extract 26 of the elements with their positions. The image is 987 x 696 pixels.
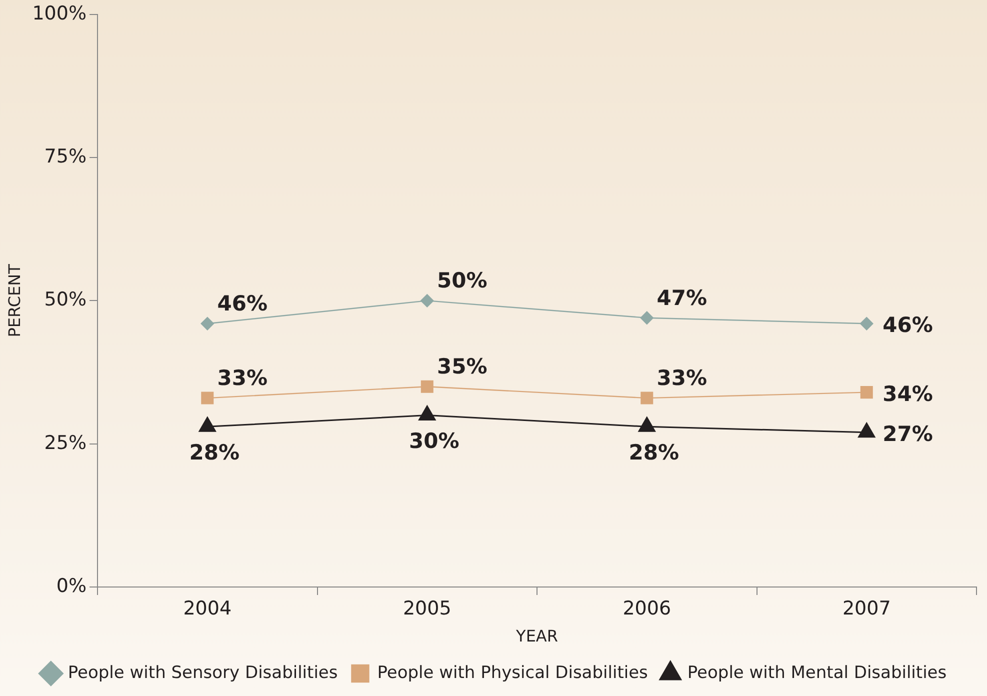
y-tick-label: 100% xyxy=(32,2,87,24)
data-label: 46% xyxy=(882,313,933,338)
data-label: 28% xyxy=(628,440,680,465)
y-tick-label: 25% xyxy=(44,432,87,454)
data-label: 27% xyxy=(882,422,933,446)
data-label: 50% xyxy=(437,268,488,293)
legend-label: People with Mental Disabilities xyxy=(687,662,947,683)
data-label: 34% xyxy=(882,382,933,406)
data-label: 46% xyxy=(217,292,268,316)
y-tick-label: 50% xyxy=(44,288,87,311)
y-tick-label: 0% xyxy=(56,574,87,597)
y-tick-label: 75% xyxy=(44,145,87,168)
data-label: 47% xyxy=(656,286,708,310)
legend-label: People with Physical Disabilities xyxy=(377,662,648,683)
data-label: 33% xyxy=(217,366,268,390)
data-label: 30% xyxy=(409,429,460,454)
data-label: 33% xyxy=(656,366,708,390)
data-label: 35% xyxy=(437,354,488,379)
x-axis-title: YEAR xyxy=(515,626,558,646)
data-label: 28% xyxy=(189,440,240,465)
y-axis-title: PERCENT xyxy=(4,264,24,338)
x-tick-label: 2004 xyxy=(183,597,232,620)
x-tick-label: 2005 xyxy=(402,597,452,620)
legend-label: People with Sensory Disabilities xyxy=(68,662,338,683)
x-tick-label: 2006 xyxy=(622,597,672,620)
x-tick-label: 2007 xyxy=(842,597,891,620)
